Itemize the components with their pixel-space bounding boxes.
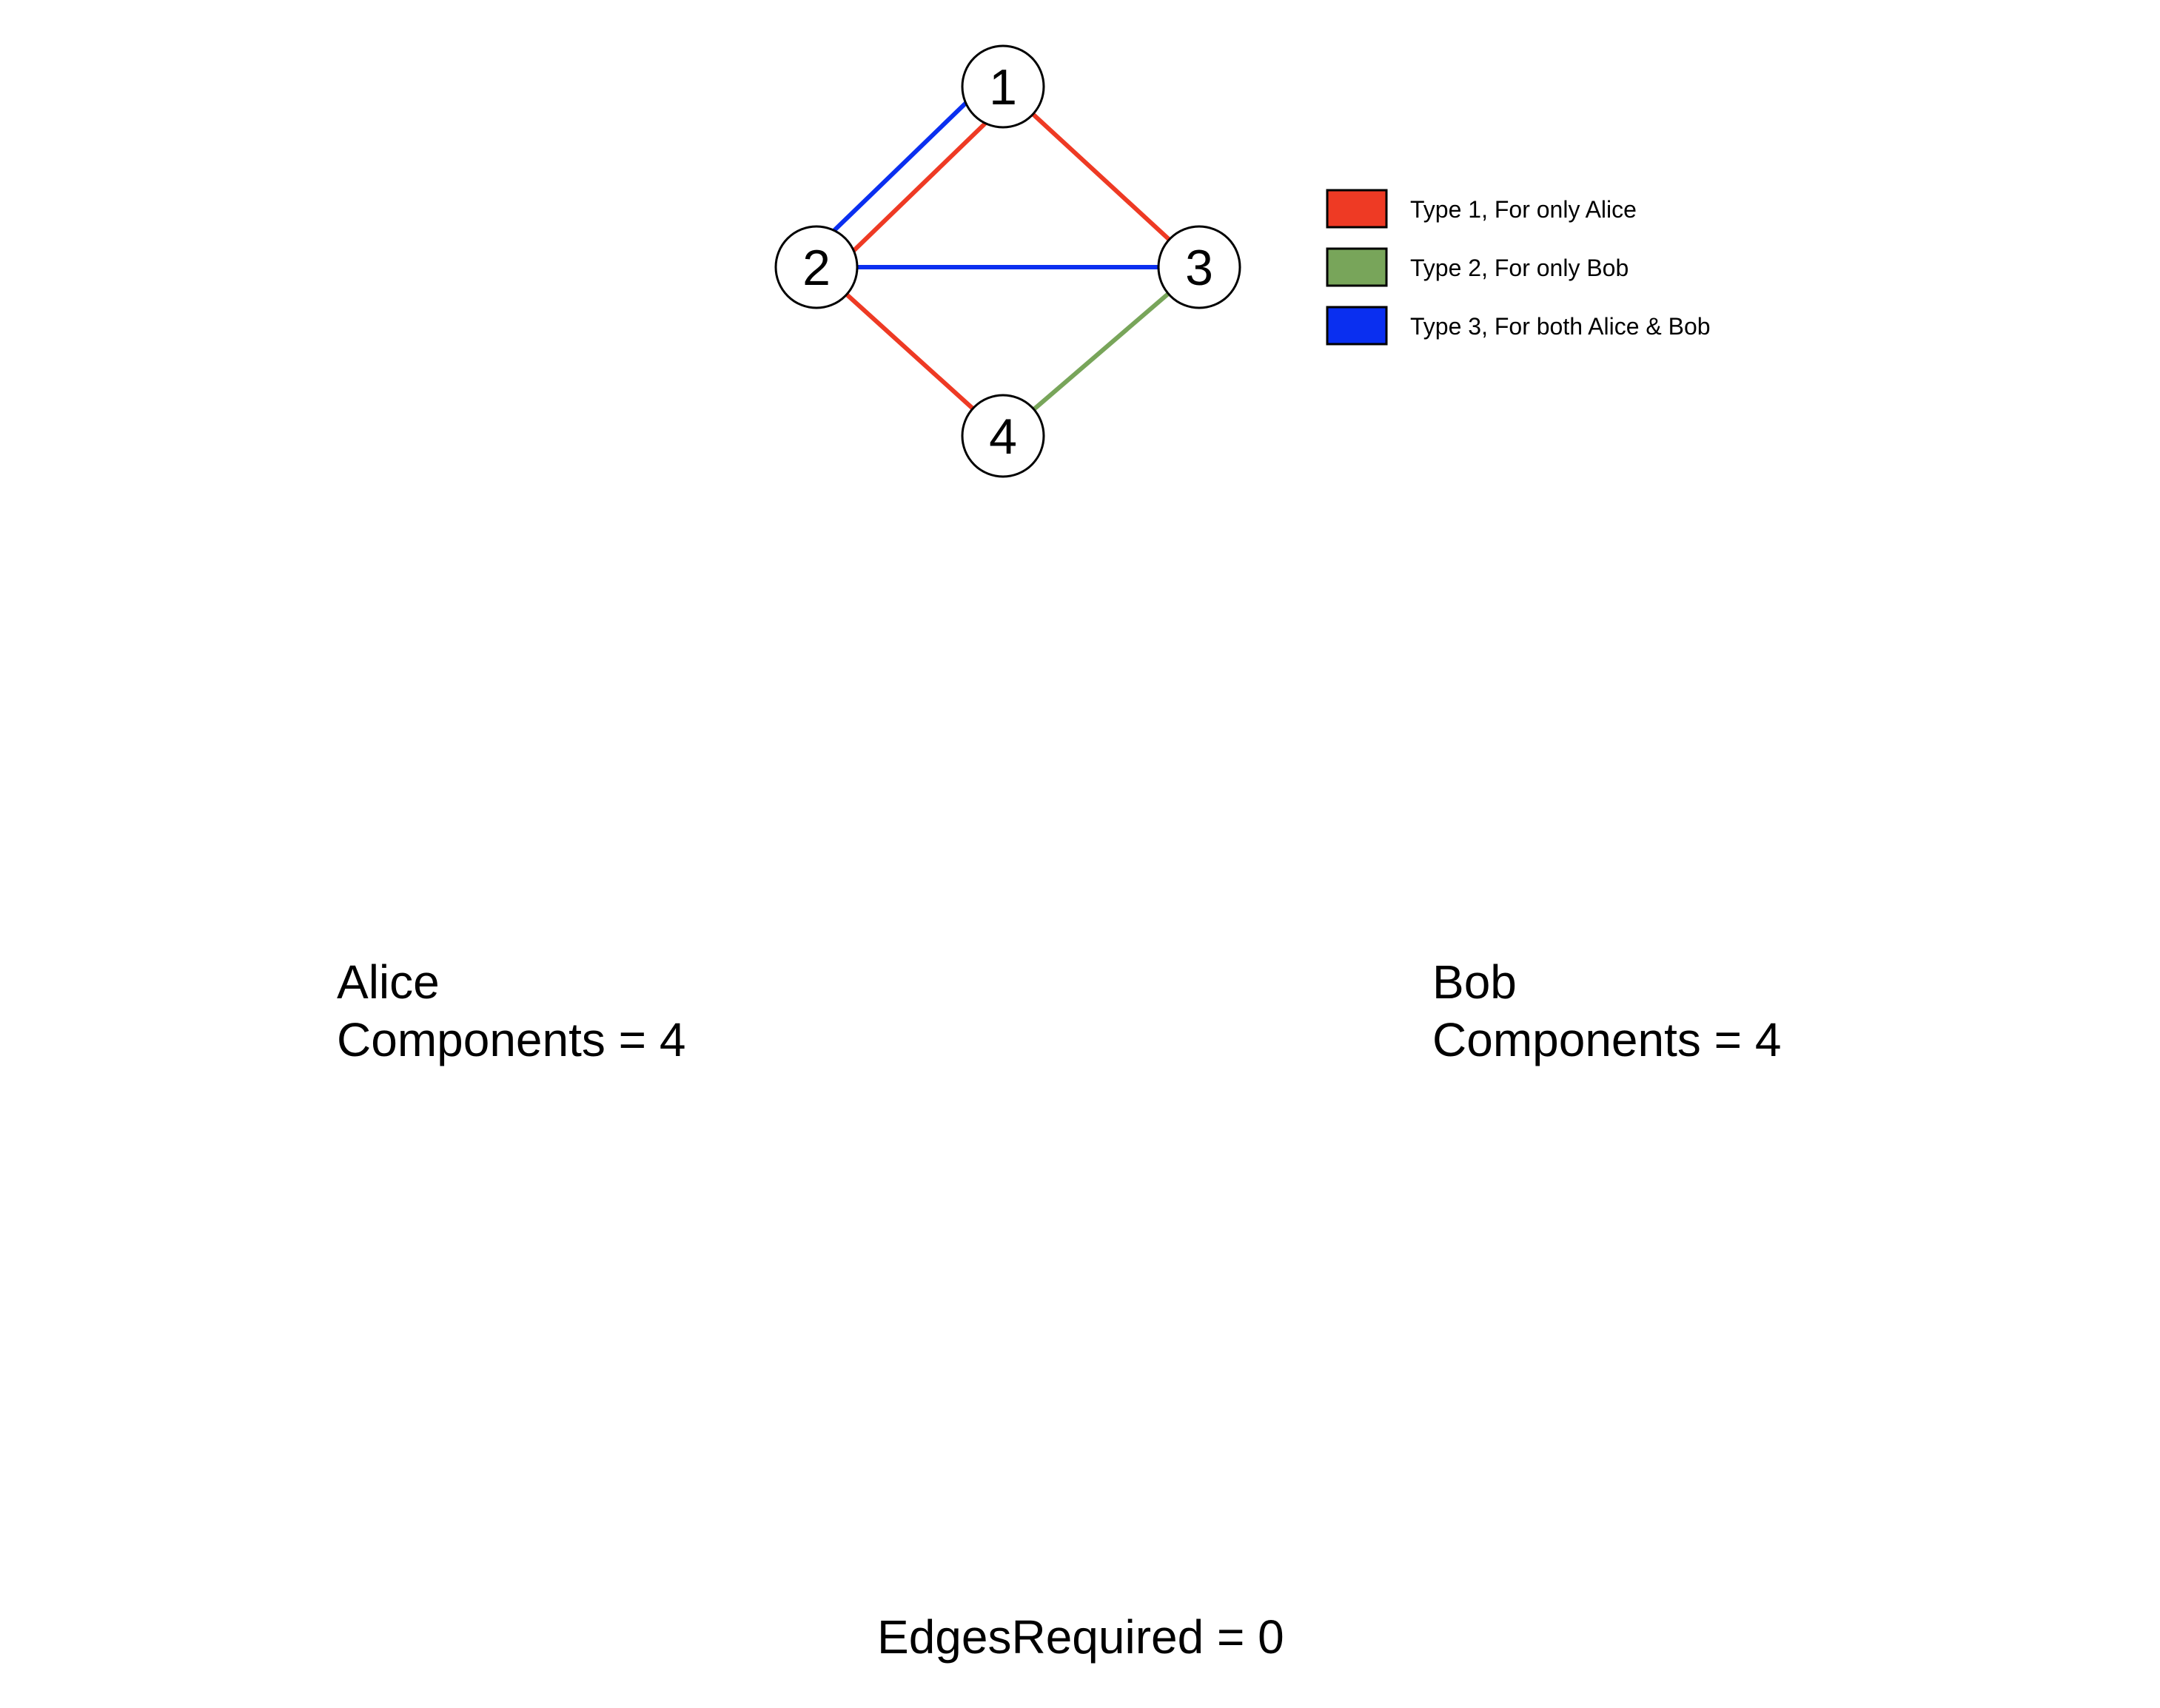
alice-components: Components = 4 xyxy=(337,1013,686,1066)
node-circle xyxy=(774,225,859,309)
alice-panel: Alice Components = 4 xyxy=(337,953,685,1069)
legend: Type 1, For only Alice Type 2, For only B… xyxy=(1326,189,1711,346)
node-1: 1 xyxy=(961,44,1045,129)
edge-2-4-type1 xyxy=(814,265,1005,438)
bob-title: Bob xyxy=(1432,955,1517,1009)
edge-1-3-type1 xyxy=(1001,84,1201,269)
node-circle xyxy=(1157,225,1241,309)
edge-1-2-type1 xyxy=(825,95,1015,279)
legend-item-1: Type 1, For only Alice xyxy=(1326,189,1637,229)
legend-label: Type 3, For both Alice & Bob xyxy=(1410,313,1711,340)
legend-swatch xyxy=(1326,306,1388,346)
legend-label: Type 2, For only Bob xyxy=(1410,255,1629,281)
node-4: 4 xyxy=(961,394,1045,478)
nodes-layer: 1 2 3 4 xyxy=(774,44,1241,478)
legend-swatch xyxy=(1326,189,1388,229)
node-label: 3 xyxy=(1185,240,1213,296)
edges-required-text: EdgesRequired = 0 xyxy=(877,1610,1284,1664)
legend-item-3: Type 3, For both Alice & Bob xyxy=(1326,306,1711,346)
edge-3-4-type2 xyxy=(1002,265,1201,438)
node-label: 4 xyxy=(989,408,1017,465)
bob-panel: Bob Components = 4 xyxy=(1432,953,1781,1069)
legend-item-2: Type 2, For only Bob xyxy=(1326,247,1629,287)
edges-layer xyxy=(805,75,1201,438)
edge-1-2-type3 xyxy=(805,75,995,259)
legend-label: Type 1, For only Alice xyxy=(1410,196,1637,223)
node-label: 2 xyxy=(802,240,831,296)
legend-swatch xyxy=(1326,247,1388,287)
alice-title: Alice xyxy=(337,955,440,1009)
node-circle xyxy=(961,44,1045,129)
node-label: 1 xyxy=(989,59,1017,115)
node-2: 2 xyxy=(774,225,859,309)
bob-components: Components = 4 xyxy=(1432,1013,1782,1066)
node-circle xyxy=(961,394,1045,478)
node-3: 3 xyxy=(1157,225,1241,309)
